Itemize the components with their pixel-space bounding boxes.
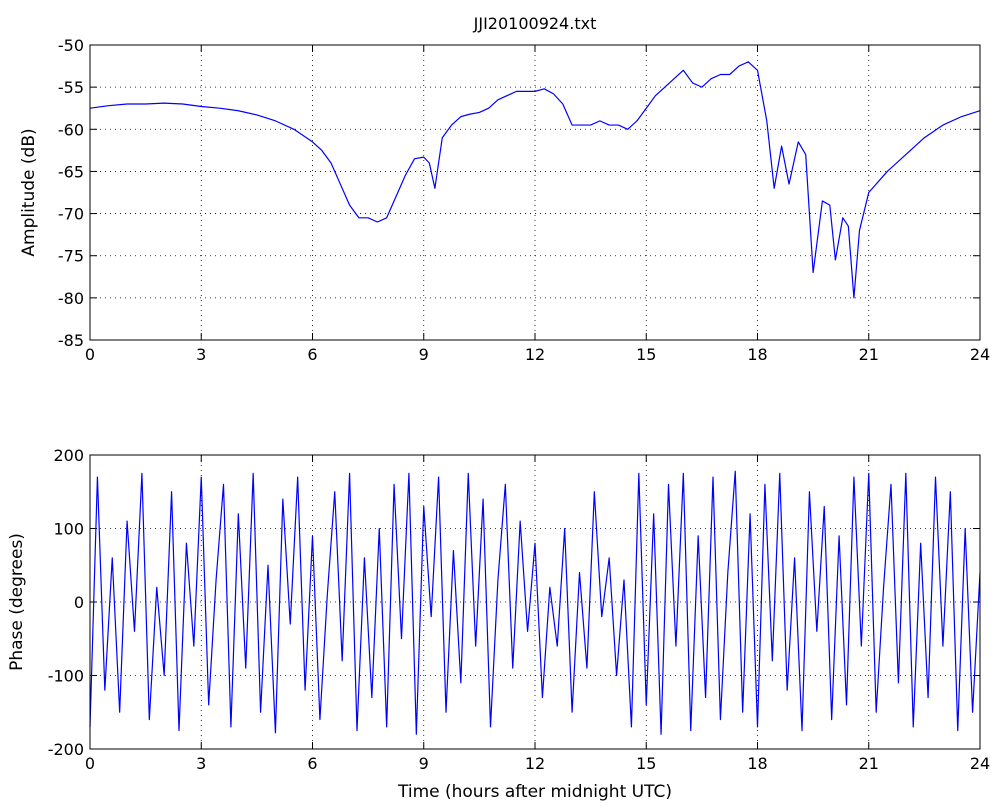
- chart-title: JJI20100924.txt: [473, 14, 597, 33]
- y-tick-label: 100: [53, 520, 84, 539]
- y-tick-label: -200: [48, 740, 84, 759]
- x-tick-label: 15: [636, 754, 656, 773]
- x-tick-label: 24: [970, 345, 990, 364]
- axes-box: [89, 44, 981, 341]
- y-tick-label: -80: [58, 289, 84, 308]
- x-tick-label: 21: [859, 345, 879, 364]
- x-tick-label: 18: [747, 345, 767, 364]
- x-tick-label: 6: [307, 345, 317, 364]
- y-tick-label: -65: [58, 162, 84, 181]
- x-tick-label: 3: [196, 754, 206, 773]
- y-axis-label: Phase (degrees): [7, 533, 27, 671]
- x-tick-label: 0: [85, 345, 95, 364]
- x-axis-label: Time (hours after midnight UTC): [397, 782, 672, 802]
- x-tick-label: 3: [196, 345, 206, 364]
- axes-box: [89, 454, 981, 750]
- x-tick-label: 18: [747, 754, 767, 773]
- x-tick-label: 21: [859, 754, 879, 773]
- y-tick-label: 0: [74, 593, 84, 612]
- data-line: [89, 61, 981, 299]
- y-tick-label: -55: [58, 78, 84, 97]
- data-line: [89, 470, 981, 735]
- y-tick-label: -75: [58, 247, 84, 266]
- y-tick-label: 200: [53, 446, 84, 465]
- x-tick-label: 12: [525, 345, 545, 364]
- x-tick-label: 9: [419, 754, 429, 773]
- x-tick-label: 12: [525, 754, 545, 773]
- x-tick-label: 9: [419, 345, 429, 364]
- y-tick-label: -100: [48, 667, 84, 686]
- x-tick-label: 0: [85, 754, 95, 773]
- x-tick-label: 15: [636, 345, 656, 364]
- y-tick-label: -85: [58, 331, 84, 350]
- y-tick-label: -60: [58, 120, 84, 139]
- y-tick-label: -50: [58, 36, 84, 55]
- y-tick-label: -70: [58, 205, 84, 224]
- x-tick-label: 6: [307, 754, 317, 773]
- x-tick-label: 24: [970, 754, 990, 773]
- y-axis-label: Amplitude (dB): [19, 128, 39, 256]
